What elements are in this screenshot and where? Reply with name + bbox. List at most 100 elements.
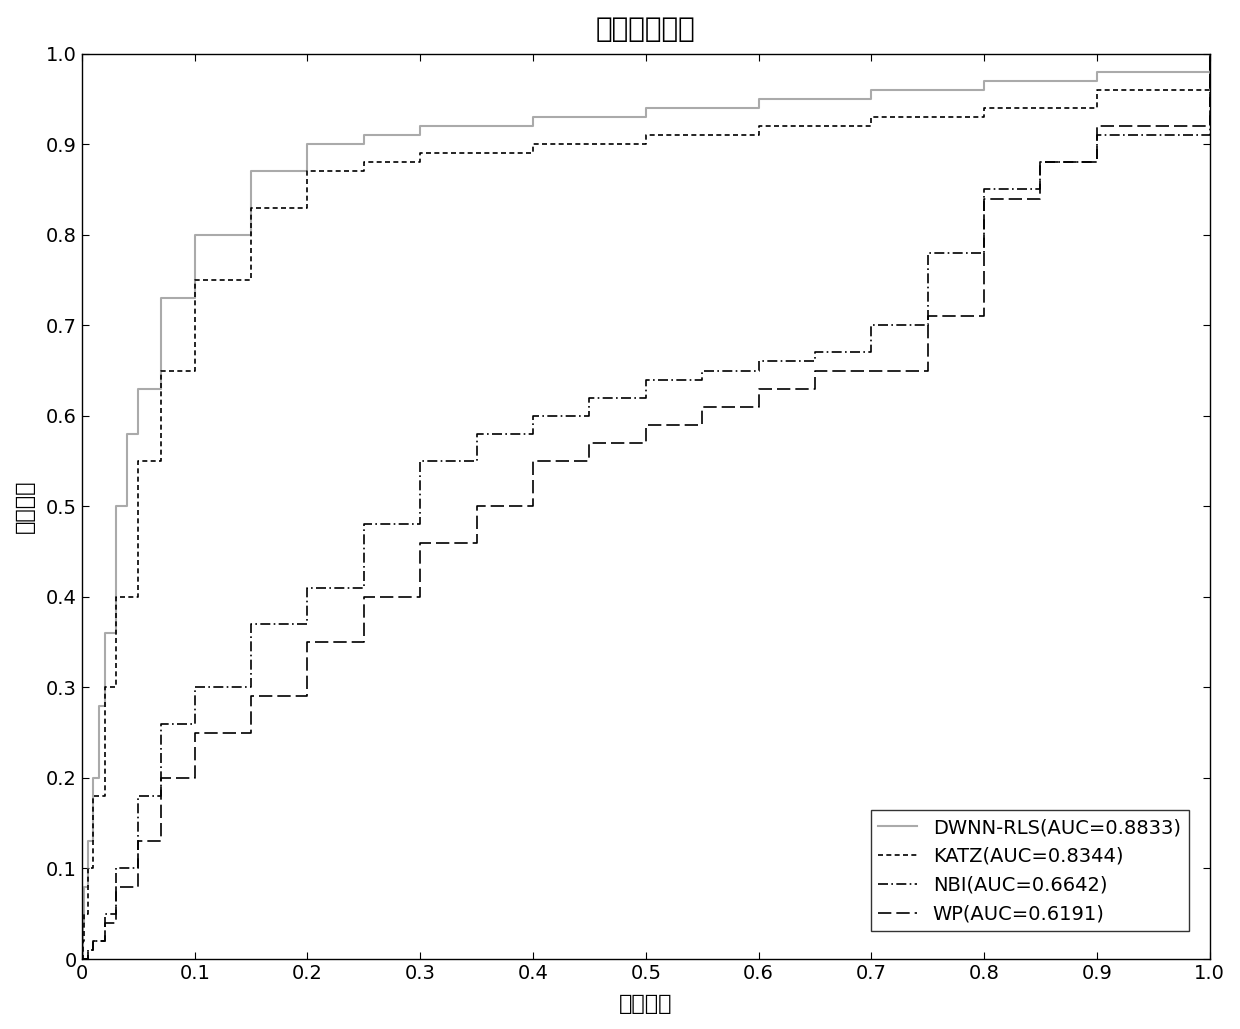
DWNN-RLS(AUC=0.8833) — [154, 292, 169, 305]
NBI(AUC=0.6642) — [751, 355, 766, 367]
KATZ(AUC=0.8344) — [108, 591, 123, 603]
DWNN-RLS(AUC=0.8833) — [751, 93, 766, 105]
Line: WP(AUC=0.6191): WP(AUC=0.6191) — [82, 54, 1209, 959]
KATZ(AUC=0.8344) — [413, 156, 428, 169]
NBI(AUC=0.6642) — [300, 617, 315, 630]
DWNN-RLS(AUC=0.8833) — [154, 383, 169, 395]
DWNN-RLS(AUC=0.8833) — [86, 836, 100, 848]
NBI(AUC=0.6642) — [1090, 129, 1105, 141]
NBI(AUC=0.6642) — [244, 617, 259, 630]
DWNN-RLS(AUC=0.8833) — [639, 102, 653, 114]
KATZ(AUC=0.8344) — [864, 120, 879, 133]
DWNN-RLS(AUC=0.8833) — [77, 917, 92, 929]
KATZ(AUC=0.8344) — [1090, 83, 1105, 96]
KATZ(AUC=0.8344) — [86, 862, 100, 875]
KATZ(AUC=0.8344) — [131, 591, 146, 603]
DWNN-RLS(AUC=0.8833) — [92, 772, 107, 784]
WP(AUC=0.6191) — [1090, 156, 1105, 169]
WP(AUC=0.6191) — [300, 690, 315, 703]
DWNN-RLS(AUC=0.8833) — [187, 228, 202, 241]
NBI(AUC=0.6642) — [1033, 156, 1048, 169]
WP(AUC=0.6191) — [187, 772, 202, 784]
DWNN-RLS(AUC=0.8833) — [77, 881, 92, 893]
KATZ(AUC=0.8344) — [751, 129, 766, 141]
NBI(AUC=0.6642) — [131, 862, 146, 875]
DWNN-RLS(AUC=0.8833) — [413, 129, 428, 141]
KATZ(AUC=0.8344) — [76, 953, 91, 965]
WP(AUC=0.6191) — [807, 364, 822, 377]
NBI(AUC=0.6642) — [187, 681, 202, 694]
KATZ(AUC=0.8344) — [97, 681, 112, 694]
NBI(AUC=0.6642) — [81, 944, 95, 956]
DWNN-RLS(AUC=0.8833) — [526, 111, 541, 123]
DWNN-RLS(AUC=0.8833) — [639, 111, 653, 123]
NBI(AUC=0.6642) — [413, 455, 428, 467]
DWNN-RLS(AUC=0.8833) — [131, 383, 146, 395]
DWNN-RLS(AUC=0.8833) — [86, 772, 100, 784]
NBI(AUC=0.6642) — [920, 247, 935, 259]
KATZ(AUC=0.8344) — [74, 953, 89, 965]
NBI(AUC=0.6642) — [920, 319, 935, 331]
NBI(AUC=0.6642) — [108, 908, 123, 920]
DWNN-RLS(AUC=0.8833) — [97, 627, 112, 639]
DWNN-RLS(AUC=0.8833) — [864, 83, 879, 96]
WP(AUC=0.6191) — [244, 726, 259, 739]
DWNN-RLS(AUC=0.8833) — [244, 166, 259, 178]
KATZ(AUC=0.8344) — [81, 908, 95, 920]
NBI(AUC=0.6642) — [526, 428, 541, 440]
NBI(AUC=0.6642) — [639, 391, 653, 403]
NBI(AUC=0.6642) — [807, 355, 822, 367]
KATZ(AUC=0.8344) — [108, 681, 123, 694]
DWNN-RLS(AUC=0.8833) — [76, 917, 91, 929]
KATZ(AUC=0.8344) — [413, 147, 428, 159]
DWNN-RLS(AUC=0.8833) — [526, 120, 541, 133]
WP(AUC=0.6191) — [469, 500, 484, 512]
WP(AUC=0.6191) — [86, 934, 100, 947]
WP(AUC=0.6191) — [108, 881, 123, 893]
WP(AUC=0.6191) — [807, 383, 822, 395]
NBI(AUC=0.6642) — [864, 347, 879, 359]
DWNN-RLS(AUC=0.8833) — [92, 700, 107, 712]
DWNN-RLS(AUC=0.8833) — [413, 120, 428, 133]
WP(AUC=0.6191) — [582, 436, 596, 449]
NBI(AUC=0.6642) — [97, 908, 112, 920]
NBI(AUC=0.6642) — [977, 247, 992, 259]
WP(AUC=0.6191) — [413, 591, 428, 603]
DWNN-RLS(AUC=0.8833) — [76, 953, 91, 965]
DWNN-RLS(AUC=0.8833) — [1090, 66, 1105, 78]
KATZ(AUC=0.8344) — [300, 202, 315, 214]
NBI(AUC=0.6642) — [639, 374, 653, 386]
WP(AUC=0.6191) — [694, 400, 709, 413]
WP(AUC=0.6191) — [864, 364, 879, 377]
NBI(AUC=0.6642) — [469, 455, 484, 467]
WP(AUC=0.6191) — [694, 419, 709, 431]
NBI(AUC=0.6642) — [1033, 183, 1048, 196]
WP(AUC=0.6191) — [131, 836, 146, 848]
NBI(AUC=0.6642) — [751, 364, 766, 377]
WP(AUC=0.6191) — [977, 192, 992, 205]
WP(AUC=0.6191) — [751, 400, 766, 413]
DWNN-RLS(AUC=0.8833) — [108, 500, 123, 512]
DWNN-RLS(AUC=0.8833) — [74, 953, 89, 965]
WP(AUC=0.6191) — [1090, 120, 1105, 133]
NBI(AUC=0.6642) — [413, 519, 428, 531]
WP(AUC=0.6191) — [300, 636, 315, 648]
WP(AUC=0.6191) — [187, 726, 202, 739]
KATZ(AUC=0.8344) — [244, 202, 259, 214]
KATZ(AUC=0.8344) — [97, 790, 112, 803]
NBI(AUC=0.6642) — [244, 681, 259, 694]
KATZ(AUC=0.8344) — [751, 120, 766, 133]
WP(AUC=0.6191) — [864, 364, 879, 377]
DWNN-RLS(AUC=0.8833) — [977, 83, 992, 96]
WP(AUC=0.6191) — [244, 690, 259, 703]
WP(AUC=0.6191) — [1033, 156, 1048, 169]
DWNN-RLS(AUC=0.8833) — [1202, 66, 1216, 78]
WP(AUC=0.6191) — [81, 953, 95, 965]
DWNN-RLS(AUC=0.8833) — [187, 292, 202, 305]
DWNN-RLS(AUC=0.8833) — [119, 500, 134, 512]
WP(AUC=0.6191) — [74, 953, 89, 965]
WP(AUC=0.6191) — [356, 591, 371, 603]
WP(AUC=0.6191) — [639, 419, 653, 431]
Line: DWNN-RLS(AUC=0.8833): DWNN-RLS(AUC=0.8833) — [82, 54, 1209, 959]
WP(AUC=0.6191) — [97, 934, 112, 947]
